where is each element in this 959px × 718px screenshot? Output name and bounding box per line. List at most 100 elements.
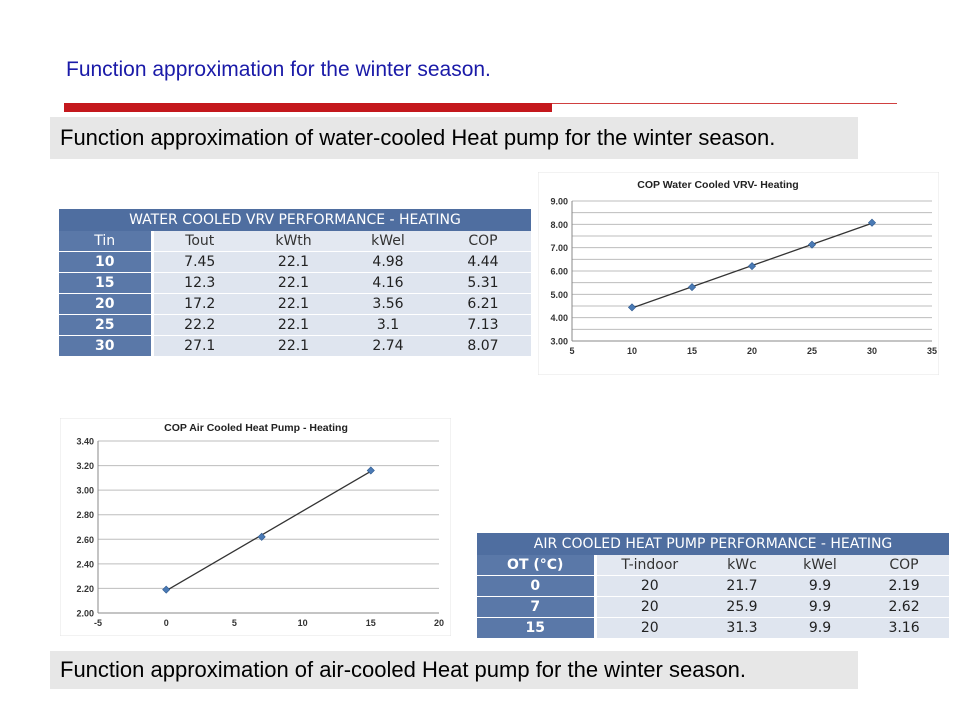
water-cooled-cop-chart: COP Water Cooled VRV- Heating 3.00 4.00 5.0… [538, 172, 939, 375]
table-cell: 22.1 [246, 272, 341, 294]
title-accent-bar [64, 103, 552, 112]
y-tick-label: 3.40 [76, 437, 94, 447]
y-tick-label: 2.80 [76, 510, 94, 520]
air-table-header-row: OT (°C) T-indoor kWc kWel COP [477, 555, 950, 576]
water-table-header-cell: COP [435, 231, 531, 252]
x-tick-label: 20 [747, 346, 757, 356]
table-cell: 3.56 [341, 293, 435, 315]
table-cell: 7 [477, 596, 597, 618]
caption-air-cooled: Function approximation of air-cooled Hea… [50, 651, 858, 689]
data-point [257, 532, 266, 541]
data-point [162, 585, 171, 594]
y-tick-label: 4.00 [550, 313, 568, 323]
x-tick-label: 0 [164, 618, 169, 628]
table-cell: 25.9 [703, 596, 781, 618]
water-cooled-performance-table: WATER COOLED VRV PERFORMANCE - HEATING T… [59, 209, 531, 357]
water-table-header-cell: kWel [341, 231, 435, 252]
y-tick-label: 6.00 [550, 267, 568, 277]
table-cell: 10 [59, 251, 154, 273]
table-cell: 22.1 [246, 293, 341, 315]
y-tick-label: 8.00 [550, 220, 568, 230]
table-cell: 20 [595, 596, 703, 618]
chart-background [538, 172, 939, 375]
table-cell: 27.1 [152, 335, 246, 357]
table-cell: 9.9 [781, 617, 859, 639]
table-row: 25 22.2 22.1 3.1 7.13 [59, 314, 531, 336]
table-cell: 15 [477, 617, 597, 639]
table-cell: 7.13 [435, 314, 531, 336]
table-cell: 17.2 [152, 293, 246, 315]
air-table-header-cell: T-indoor [595, 555, 703, 576]
table-cell: 20 [595, 575, 703, 597]
table-cell: 3.1 [341, 314, 435, 336]
table-cell: 21.7 [703, 575, 781, 597]
x-tick-label: 30 [867, 346, 877, 356]
table-row: 15 20 31.3 9.9 3.16 [477, 617, 950, 639]
water-table-header-cell: Tout [152, 231, 246, 252]
table-cell: 9.9 [781, 575, 859, 597]
table-cell: 0 [477, 575, 597, 597]
table-cell: 4.98 [341, 251, 435, 273]
table-cell: 7.45 [152, 251, 246, 273]
x-tick-label: 5 [569, 346, 574, 356]
table-row: 20 17.2 22.1 3.56 6.21 [59, 293, 531, 315]
table-row: 30 27.1 22.1 2.74 8.07 [59, 335, 531, 357]
table-row: 15 12.3 22.1 4.16 5.31 [59, 272, 531, 294]
chart-title: COP Air Cooled Heat Pump - Heating [164, 422, 348, 434]
air-cooled-cop-chart: COP Air Cooled Heat Pump - Heating 2.00 2.… [60, 418, 451, 636]
table-cell: 22.1 [246, 251, 341, 273]
table-cell: 8.07 [435, 335, 531, 357]
x-tick-label: 35 [927, 346, 937, 356]
table-cell: 2.62 [859, 596, 950, 618]
y-tick-label: 7.00 [550, 243, 568, 253]
y-tick-label: 5.00 [550, 290, 568, 300]
table-cell: 5.31 [435, 272, 531, 294]
table-row: 7 20 25.9 9.9 2.62 [477, 596, 950, 618]
data-point [747, 262, 757, 271]
water-table-header-cell: Tin [59, 231, 154, 252]
air-cooled-performance-table: AIR COOLED HEAT PUMP PERFORMANCE - HEATI… [477, 533, 950, 639]
x-tick-label: 5 [232, 618, 237, 628]
data-point [687, 283, 697, 292]
data-point [867, 218, 877, 227]
caption-water-cooled: Function approximation of water-cooled H… [50, 117, 858, 159]
y-tick-label: 3.20 [76, 461, 94, 471]
y-tick-label: 2.60 [76, 535, 94, 545]
table-cell: 20 [595, 617, 703, 639]
chart-title: COP Water Cooled VRV- Heating [637, 179, 798, 191]
table-cell: 4.16 [341, 272, 435, 294]
table-cell: 3.16 [859, 617, 950, 639]
air-table-header-cell: OT (°C) [477, 555, 597, 576]
water-table-caption: WATER COOLED VRV PERFORMANCE - HEATING [59, 209, 531, 231]
y-tick-label: 9.00 [550, 197, 568, 207]
table-row: 0 20 21.7 9.9 2.19 [477, 575, 950, 597]
table-row: 10 7.45 22.1 4.98 4.44 [59, 251, 531, 273]
x-tick-label: 15 [366, 618, 376, 628]
table-cell: 22.1 [246, 314, 341, 336]
table-cell: 25 [59, 314, 154, 336]
table-cell: 15 [59, 272, 154, 294]
x-tick-label: 10 [627, 346, 637, 356]
data-point [627, 303, 637, 312]
data-point [807, 240, 817, 249]
table-cell: 30 [59, 335, 154, 357]
table-cell: 9.9 [781, 596, 859, 618]
trendline [165, 470, 372, 592]
y-tick-label: 2.00 [76, 609, 94, 619]
table-cell: 2.74 [341, 335, 435, 357]
air-table-caption: AIR COOLED HEAT PUMP PERFORMANCE - HEATI… [477, 533, 950, 555]
slide-title: Function approximation for the winter se… [66, 58, 491, 81]
air-table-header-cell: kWel [781, 555, 859, 576]
table-cell: 31.3 [703, 617, 781, 639]
water-table-header-cell: kWth [246, 231, 341, 252]
chart-background [60, 418, 451, 636]
y-tick-label: 3.00 [550, 337, 568, 347]
y-tick-label: 3.00 [76, 486, 94, 496]
air-table-header-cell: kWc [703, 555, 781, 576]
table-cell: 20 [59, 293, 154, 315]
y-tick-label: 2.20 [76, 584, 94, 594]
x-tick-label: 25 [807, 346, 817, 356]
data-point [366, 466, 375, 475]
title-divider-line [552, 103, 897, 104]
x-tick-label: 10 [298, 618, 308, 628]
